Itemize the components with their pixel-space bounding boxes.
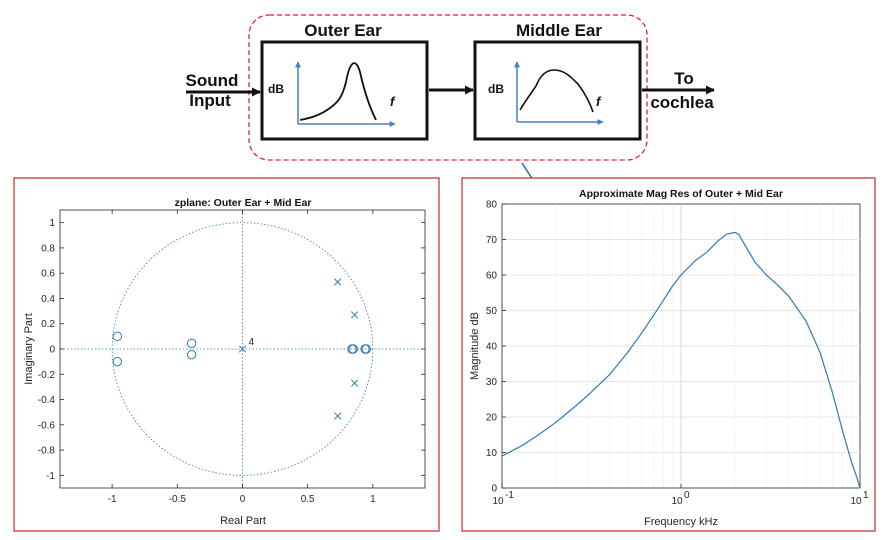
magnitude-ytick-label: 80	[486, 200, 498, 211]
zplane-pole-marker	[350, 311, 359, 319]
zplane-zero-marker	[112, 356, 123, 367]
zplane-ytick-label: -0.2	[38, 370, 56, 381]
middle-ear-response-curve	[519, 69, 594, 113]
zplane-zero-marker	[112, 331, 123, 342]
middle-ear-title: Middle Ear	[516, 21, 602, 40]
zplane-zero-marker	[348, 344, 359, 354]
zplane-pole-marker	[334, 278, 342, 286]
zplane-zero-marker	[186, 338, 197, 349]
sound-input-label-line1: Sound	[186, 71, 239, 90]
zplane-pole-marker	[350, 379, 359, 387]
zplane-xtick-label: 0.5	[301, 494, 315, 505]
to-cochlea-label-line1: To	[674, 69, 694, 88]
zplane-zero-marker	[186, 349, 197, 360]
zplane-pole-multiplicity-label: 4	[249, 337, 255, 348]
magnitude-ytick-label: 20	[486, 413, 498, 424]
magnitude-ytick-label: 50	[486, 306, 498, 317]
magnitude-xtick-exponent: 0	[684, 490, 690, 501]
magnitude-xlabel: Frequency kHz	[644, 516, 718, 528]
sound-input-label-line2: Input	[189, 91, 231, 110]
magnitude-figure: Approximate Mag Res of Outer + Mid Ear 0…	[461, 177, 876, 532]
magnitude-xtick-label: 10	[671, 496, 683, 507]
zplane-ytick-label: 0.2	[41, 319, 55, 330]
zplane-xtick-label: 1	[370, 494, 376, 505]
outer-ear-f-label: f	[390, 94, 396, 109]
zplane-ytick-label: -1	[46, 471, 55, 482]
zplane-pole-marker	[334, 412, 342, 420]
magnitude-xtick-label: 10	[492, 496, 504, 507]
magnitude-ylabel: Magnitude dB	[469, 312, 481, 380]
middle-ear-block	[473, 40, 642, 141]
zplane-ytick-label: -0.4	[38, 395, 56, 406]
zplane-zero-marker	[361, 344, 372, 354]
magnitude-grid	[502, 204, 860, 488]
zplane-figure: zplane: Outer Ear + Mid Ear -1 -0.5 0 0.5 1 1…	[13, 177, 440, 532]
magnitude-ytick-label: 40	[486, 342, 498, 353]
block-diagram: Outer Ear dB f Middle Ear dB f Sound Inp…	[186, 14, 715, 241]
zplane-ytick-label: 0.4	[41, 294, 55, 305]
zplane-ytick-label: -0.8	[38, 446, 56, 457]
zplane-ytick-label: 0.6	[41, 269, 55, 280]
magnitude-xtick-exponent: -1	[505, 490, 514, 501]
zplane-markers: 4	[112, 278, 372, 420]
magnitude-xtick-exponent: 1	[863, 490, 869, 501]
to-cochlea-label-line2: cochlea	[650, 93, 714, 112]
zplane-ytick-label: 1	[49, 218, 55, 229]
zplane-ytick-label: -0.6	[38, 420, 56, 431]
magnitude-series-line	[501, 231, 861, 489]
magnitude-ytick-label: 10	[486, 448, 498, 459]
outer-ear-title: Outer Ear	[304, 21, 382, 40]
zplane-ytick-label: 0.8	[41, 243, 55, 254]
zplane-xtick-label: -0.5	[169, 494, 187, 505]
outer-ear-response-curve	[299, 62, 377, 121]
zplane-xtick-label: 0	[240, 494, 246, 505]
magnitude-ytick-label: 60	[486, 271, 498, 282]
ear-group-outline	[248, 14, 648, 161]
zplane-ylabel: Imaginary Part	[23, 313, 35, 385]
outer-ear-db-label: dB	[268, 82, 284, 96]
magnitude-ytick-label: 70	[486, 235, 498, 246]
zplane-xtick-label: -1	[108, 494, 117, 505]
magnitude-title: Approximate Mag Res of Outer + Mid Ear	[579, 188, 783, 200]
zplane-unit-circle	[111, 222, 374, 476]
zplane-title: zplane: Outer Ear + Mid Ear	[175, 197, 312, 209]
zplane-xlabel: Real Part	[220, 515, 266, 527]
magnitude-xtick-label: 10	[850, 496, 862, 507]
magnitude-ytick-label: 30	[486, 377, 498, 388]
zplane-pole-marker	[238, 345, 247, 353]
zplane-ytick-label: 0	[49, 345, 55, 356]
outer-ear-block	[260, 40, 429, 141]
magnitude-ytick-label: 0	[491, 484, 497, 495]
middle-ear-db-label: dB	[488, 82, 504, 96]
zplane-ticks: -1 -0.5 0 0.5 1 1 0.8 0.6 0.4 0.2 0 -0.2 -0.4 -0.6 -0.…	[38, 210, 425, 505]
middle-ear-f-label: f	[596, 94, 602, 109]
